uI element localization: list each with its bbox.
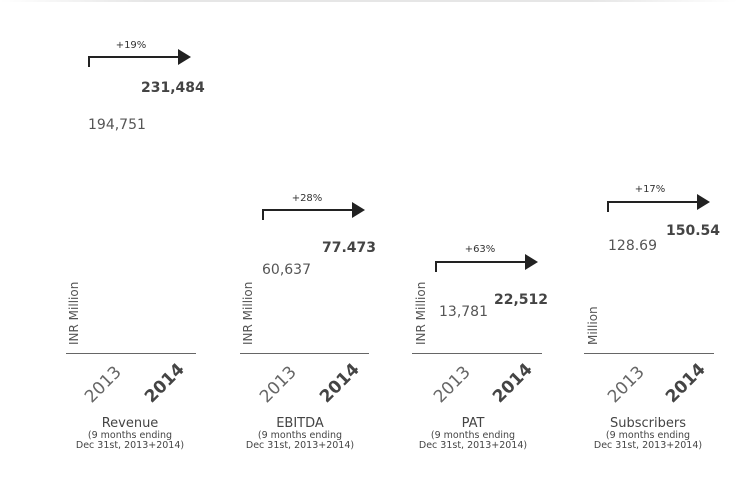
growth-label: +63% bbox=[464, 244, 496, 255]
year-2013-label: 2013 bbox=[430, 362, 475, 408]
axis-baseline bbox=[412, 353, 542, 354]
caption-line-2: Dec 31st, 2013+2014) bbox=[593, 440, 703, 451]
year-2014-label: 2014 bbox=[316, 359, 364, 408]
caption-line-1: (9 months ending bbox=[430, 430, 516, 441]
value-2014: 231,484 bbox=[141, 80, 205, 96]
unit-label: INR Million bbox=[67, 281, 81, 345]
metric-title: PAT bbox=[461, 416, 485, 431]
growth-label: +17% bbox=[634, 184, 666, 195]
year-2013-label: 2013 bbox=[81, 362, 126, 408]
metric-title: EBITDA bbox=[276, 416, 324, 431]
caption-line-2: Dec 31st, 2013+2014) bbox=[75, 440, 185, 451]
value-2013: 128.69 bbox=[608, 238, 657, 254]
value-2013: 60,637 bbox=[262, 262, 311, 278]
growth-label: +28% bbox=[291, 193, 323, 204]
growth-label: +19% bbox=[115, 40, 147, 51]
value-2013: 13,781 bbox=[439, 304, 488, 320]
unit-label: INR Million bbox=[241, 281, 255, 345]
value-2014: 150.54 bbox=[666, 223, 721, 239]
year-2014-label: 2014 bbox=[662, 359, 710, 408]
caption-line-1: (9 months ending bbox=[87, 430, 173, 441]
top-divider bbox=[0, 0, 738, 2]
panel-ebitda: +28% 77.473 60,637 INR Million 2013 2014… bbox=[200, 0, 376, 478]
year-2014-label: 2014 bbox=[489, 359, 537, 408]
growth-arrow bbox=[607, 194, 711, 212]
chart-caption: Revenue (9 months ending Dec 31st, 2013+… bbox=[45, 417, 215, 451]
caption-line-1: (9 months ending bbox=[257, 430, 343, 441]
panel-pat: +63% 22,512 13,781 INR Million 2013 2014… bbox=[372, 0, 548, 478]
axis-baseline bbox=[584, 353, 714, 354]
chart-caption: PAT (9 months ending Dec 31st, 2013+2014… bbox=[388, 417, 558, 451]
value-2013: 194,751 bbox=[88, 117, 146, 133]
panel-revenue: +19% 231,484 194,751 INR Million 2013 20… bbox=[28, 0, 205, 478]
caption-line-2: Dec 31st, 2013+2014) bbox=[418, 440, 528, 451]
value-2014: 77.473 bbox=[322, 240, 377, 256]
unit-label: INR Million bbox=[414, 281, 428, 345]
value-2014: 22,512 bbox=[494, 292, 549, 308]
year-2014-label: 2014 bbox=[141, 359, 189, 408]
chart-caption: EBITDA (9 months ending Dec 31st, 2013+2… bbox=[215, 417, 385, 451]
chart-caption: Subscribers (9 months ending Dec 31st, 2… bbox=[563, 417, 733, 451]
year-2013-label: 2013 bbox=[604, 362, 649, 408]
axis-baseline bbox=[66, 353, 196, 354]
caption-line-1: (9 months ending bbox=[605, 430, 691, 441]
metric-title: Revenue bbox=[101, 416, 159, 431]
panel-subscribers: +17% 150.54 128.69 Million 2013 2014 Sub… bbox=[544, 0, 720, 478]
year-2013-label: 2013 bbox=[256, 362, 301, 408]
growth-arrow bbox=[88, 49, 192, 67]
axis-baseline bbox=[240, 353, 369, 354]
growth-arrow bbox=[435, 254, 539, 272]
metric-title: Subscribers bbox=[610, 416, 686, 431]
growth-arrow bbox=[262, 202, 366, 220]
caption-line-2: Dec 31st, 2013+2014) bbox=[245, 440, 355, 451]
unit-label: Million bbox=[586, 306, 600, 345]
